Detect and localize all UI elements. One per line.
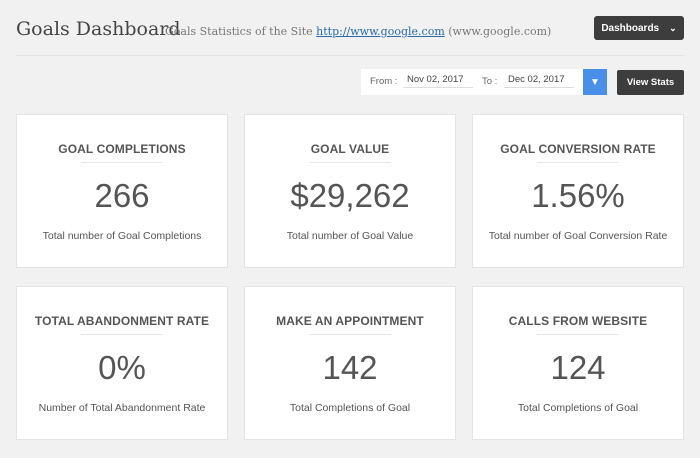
chevron-down-icon: ▼ [590, 76, 600, 88]
card-title: MAKE AN APPOINTMENT [276, 314, 424, 328]
from-label: From : [370, 76, 398, 87]
card-description: Total Completions of Goal [289, 402, 411, 414]
stat-card-total-abandonment-rate: TOTAL ABANDONMENT RATE 0% Number of Tota… [16, 286, 228, 440]
site-host: (www.google.com) [448, 25, 552, 38]
to-date-input[interactable]: Dec 02, 2017 [504, 74, 574, 88]
card-value: 0% [98, 349, 146, 386]
card-divider [309, 334, 391, 335]
card-value: 266 [94, 177, 150, 214]
date-dropdown-toggle[interactable]: ▼ [583, 69, 607, 95]
card-description: Number of Total Abandonment Rate [38, 402, 206, 414]
dashboards-button[interactable]: Dashboards ⌄ [594, 16, 684, 40]
stat-card-goal-conversion-rate: GOAL CONVERSION RATE 1.56% Total number … [472, 114, 684, 268]
card-value: 1.56% [531, 177, 625, 214]
chevron-down-icon: ⌄ [669, 22, 677, 33]
card-divider [537, 162, 619, 163]
view-stats-button[interactable]: View Stats [617, 70, 684, 95]
site-link[interactable]: http://www.google.com [316, 25, 445, 38]
card-title: CALLS FROM WEBSITE [508, 314, 648, 328]
card-value: $29,262 [290, 177, 410, 214]
page-subtitle: Goals Statistics of the Site http://www.… [165, 25, 551, 38]
card-title: GOAL COMPLETIONS [58, 142, 186, 156]
card-title: GOAL VALUE [310, 142, 390, 156]
stat-card-calls-from-website: CALLS FROM WEBSITE 124 Total Completions… [472, 286, 684, 440]
stat-card-goal-value: GOAL VALUE $29,262 Total number of Goal … [244, 114, 456, 268]
card-title: GOAL CONVERSION RATE [500, 142, 656, 156]
from-date-input[interactable]: Nov 02, 2017 [403, 74, 473, 88]
card-title: TOTAL ABANDONMENT RATE [34, 314, 210, 328]
card-description: Total number of Goal Completions [42, 230, 202, 242]
stat-card-make-an-appointment: MAKE AN APPOINTMENT 142 Total Completion… [244, 286, 456, 440]
card-divider [537, 334, 619, 335]
dashboards-label: Dashboards [601, 22, 660, 34]
date-range-picker: From : Nov 02, 2017 To : Dec 02, 2017 ▼ [361, 69, 607, 95]
card-description: Total number of Goal Value [286, 230, 414, 242]
to-label: To : [482, 76, 498, 87]
page-title: Goals Dashboard [16, 18, 181, 40]
card-description: Total Completions of Goal [517, 402, 639, 414]
header-divider [16, 55, 684, 56]
card-divider [81, 334, 163, 335]
subtitle-text: Goals Statistics of the Site [165, 25, 313, 38]
card-value: 142 [322, 349, 378, 386]
card-divider [309, 162, 391, 163]
card-value: 124 [550, 349, 606, 386]
card-description: Total number of Goal Conversion Rate [488, 230, 668, 242]
page-header: Goals Dashboard Goals Statistics of the … [16, 16, 684, 44]
stat-card-goal-completions: GOAL COMPLETIONS 266 Total number of Goa… [16, 114, 228, 268]
card-divider [81, 162, 163, 163]
